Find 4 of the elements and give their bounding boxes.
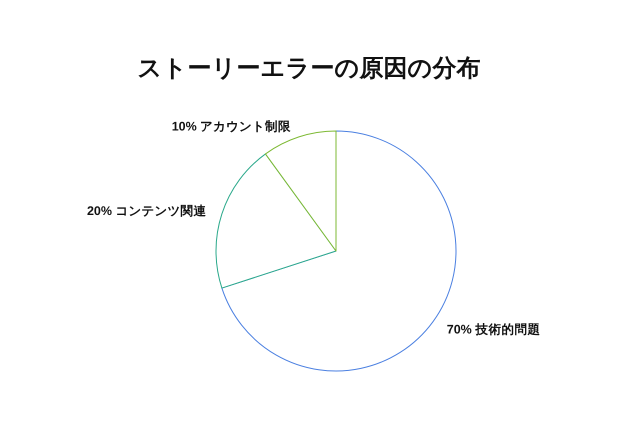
slice-label: 70% 技術的問題 [446, 322, 540, 337]
slice-label: 10% アカウント制限 [172, 119, 292, 134]
chart-title: ストーリーエラーの原因の分布 [138, 55, 480, 82]
slice-label: 20% コンテンツ関連 [86, 204, 206, 218]
